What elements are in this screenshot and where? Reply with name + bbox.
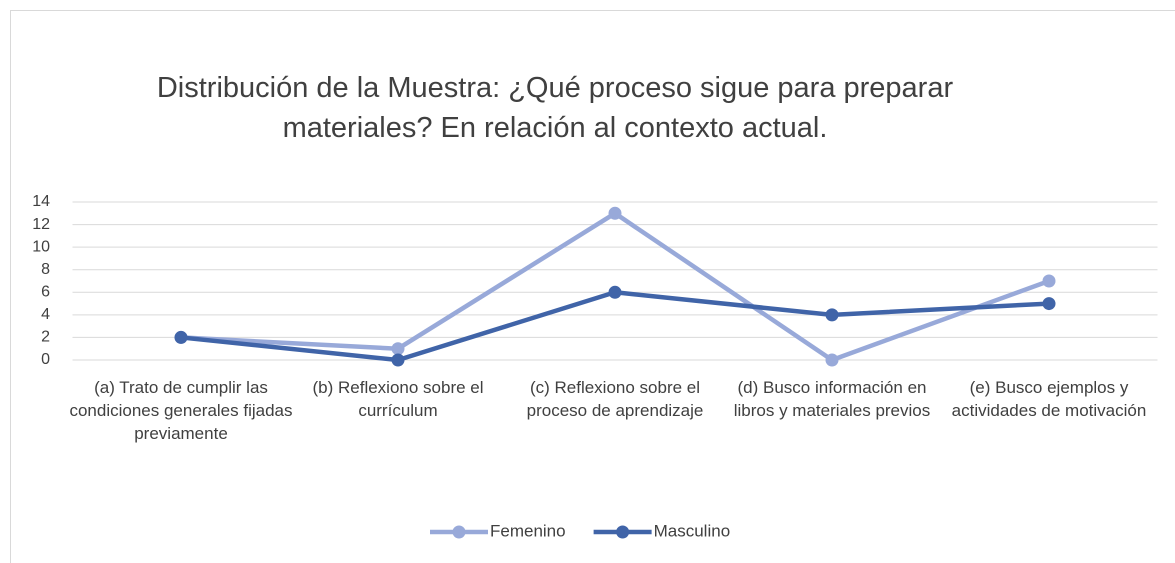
y-tick-label: 6	[41, 284, 50, 301]
y-tick-label: 12	[32, 216, 50, 233]
y-tick-label: 8	[41, 261, 50, 278]
chart-title: Distribución de la Muestra: ¿Qué proceso…	[156, 72, 954, 144]
y-tick-label: 0	[41, 351, 50, 368]
x-tick-label: (b) Reflexiono sobre el currículum	[312, 378, 484, 420]
point	[1042, 274, 1056, 288]
x-tick-label: (a) Trato de cumplir las condiciones gen…	[69, 378, 293, 443]
point	[825, 308, 839, 322]
y-tick-label: 4	[41, 306, 50, 323]
y-tick-label: 10	[32, 238, 50, 255]
x-tick-label: (e) Busco ejemplos y actividades de moti…	[951, 378, 1147, 420]
point	[391, 342, 405, 356]
legend-marker	[452, 525, 466, 539]
x-tick-label: (c) Reflexiono sobre el proceso de apren…	[526, 378, 704, 420]
y-tick-label: 2	[41, 329, 50, 346]
point	[391, 353, 405, 367]
legend-label: Masculino	[654, 521, 731, 540]
chart-border	[10, 10, 1175, 563]
point	[825, 353, 839, 367]
legend-label: Femenino	[490, 521, 566, 540]
point	[174, 330, 188, 344]
y-tick-label: 14	[32, 193, 50, 210]
point	[608, 206, 622, 220]
legend-marker	[616, 525, 630, 539]
point	[608, 285, 622, 299]
point	[1042, 297, 1056, 311]
x-tick-label: (d) Busco información en libros y materi…	[733, 378, 931, 420]
